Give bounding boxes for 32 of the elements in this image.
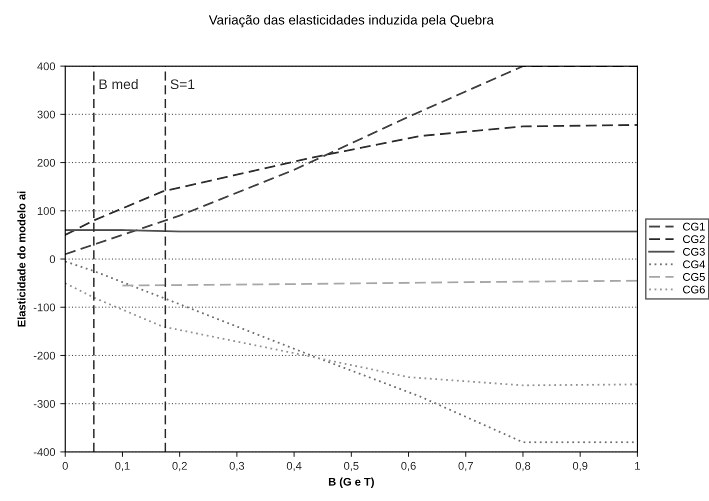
x-tick-label: 0,5: [344, 462, 359, 472]
legend-label: CG4: [683, 260, 705, 268]
x-tick-label: 0,4: [286, 462, 302, 472]
legend-label: CG1: [683, 222, 705, 231]
legend-label: CG2: [683, 235, 705, 244]
y-tick-label: 400: [37, 62, 56, 70]
x-tick-label: 0,8: [516, 462, 530, 472]
annotation: S=1: [170, 79, 194, 90]
y-tick-label: 100: [38, 207, 56, 215]
y-tick-label: -200: [34, 352, 56, 360]
chart-title: Variação das elasticidades induzida pela Quebra: [208, 14, 494, 28]
x-tick-label: 1: [635, 462, 640, 470]
y-tick-label: 300: [37, 110, 56, 118]
x-tick-label: 0,6: [401, 462, 416, 472]
x-tick-label: 0: [62, 462, 68, 470]
x-tick-label: 0,1: [115, 462, 130, 472]
line-series: [65, 282, 638, 386]
x-tick-label: 0,7: [458, 462, 473, 472]
x-tick-label: 0,2: [172, 462, 187, 472]
annotation: B med: [100, 78, 138, 90]
y-tick-label: -300: [34, 400, 56, 408]
legend-label: CG3: [683, 248, 705, 256]
y-tick-label: 0: [50, 255, 56, 264]
x-axis-title: B (G e T): [328, 478, 374, 488]
y-axis-title: Elasticidade do modelo ai: [17, 192, 26, 326]
y-tick-label: -400: [34, 448, 56, 456]
legend-label: CG6: [683, 286, 705, 294]
y-tick-label: 200: [38, 158, 56, 167]
x-tick-label: 0,9: [572, 462, 588, 472]
legend-label: CG5: [683, 273, 705, 281]
x-tick-label: 0,3: [230, 462, 244, 472]
y-tick-label: -100: [34, 304, 56, 312]
